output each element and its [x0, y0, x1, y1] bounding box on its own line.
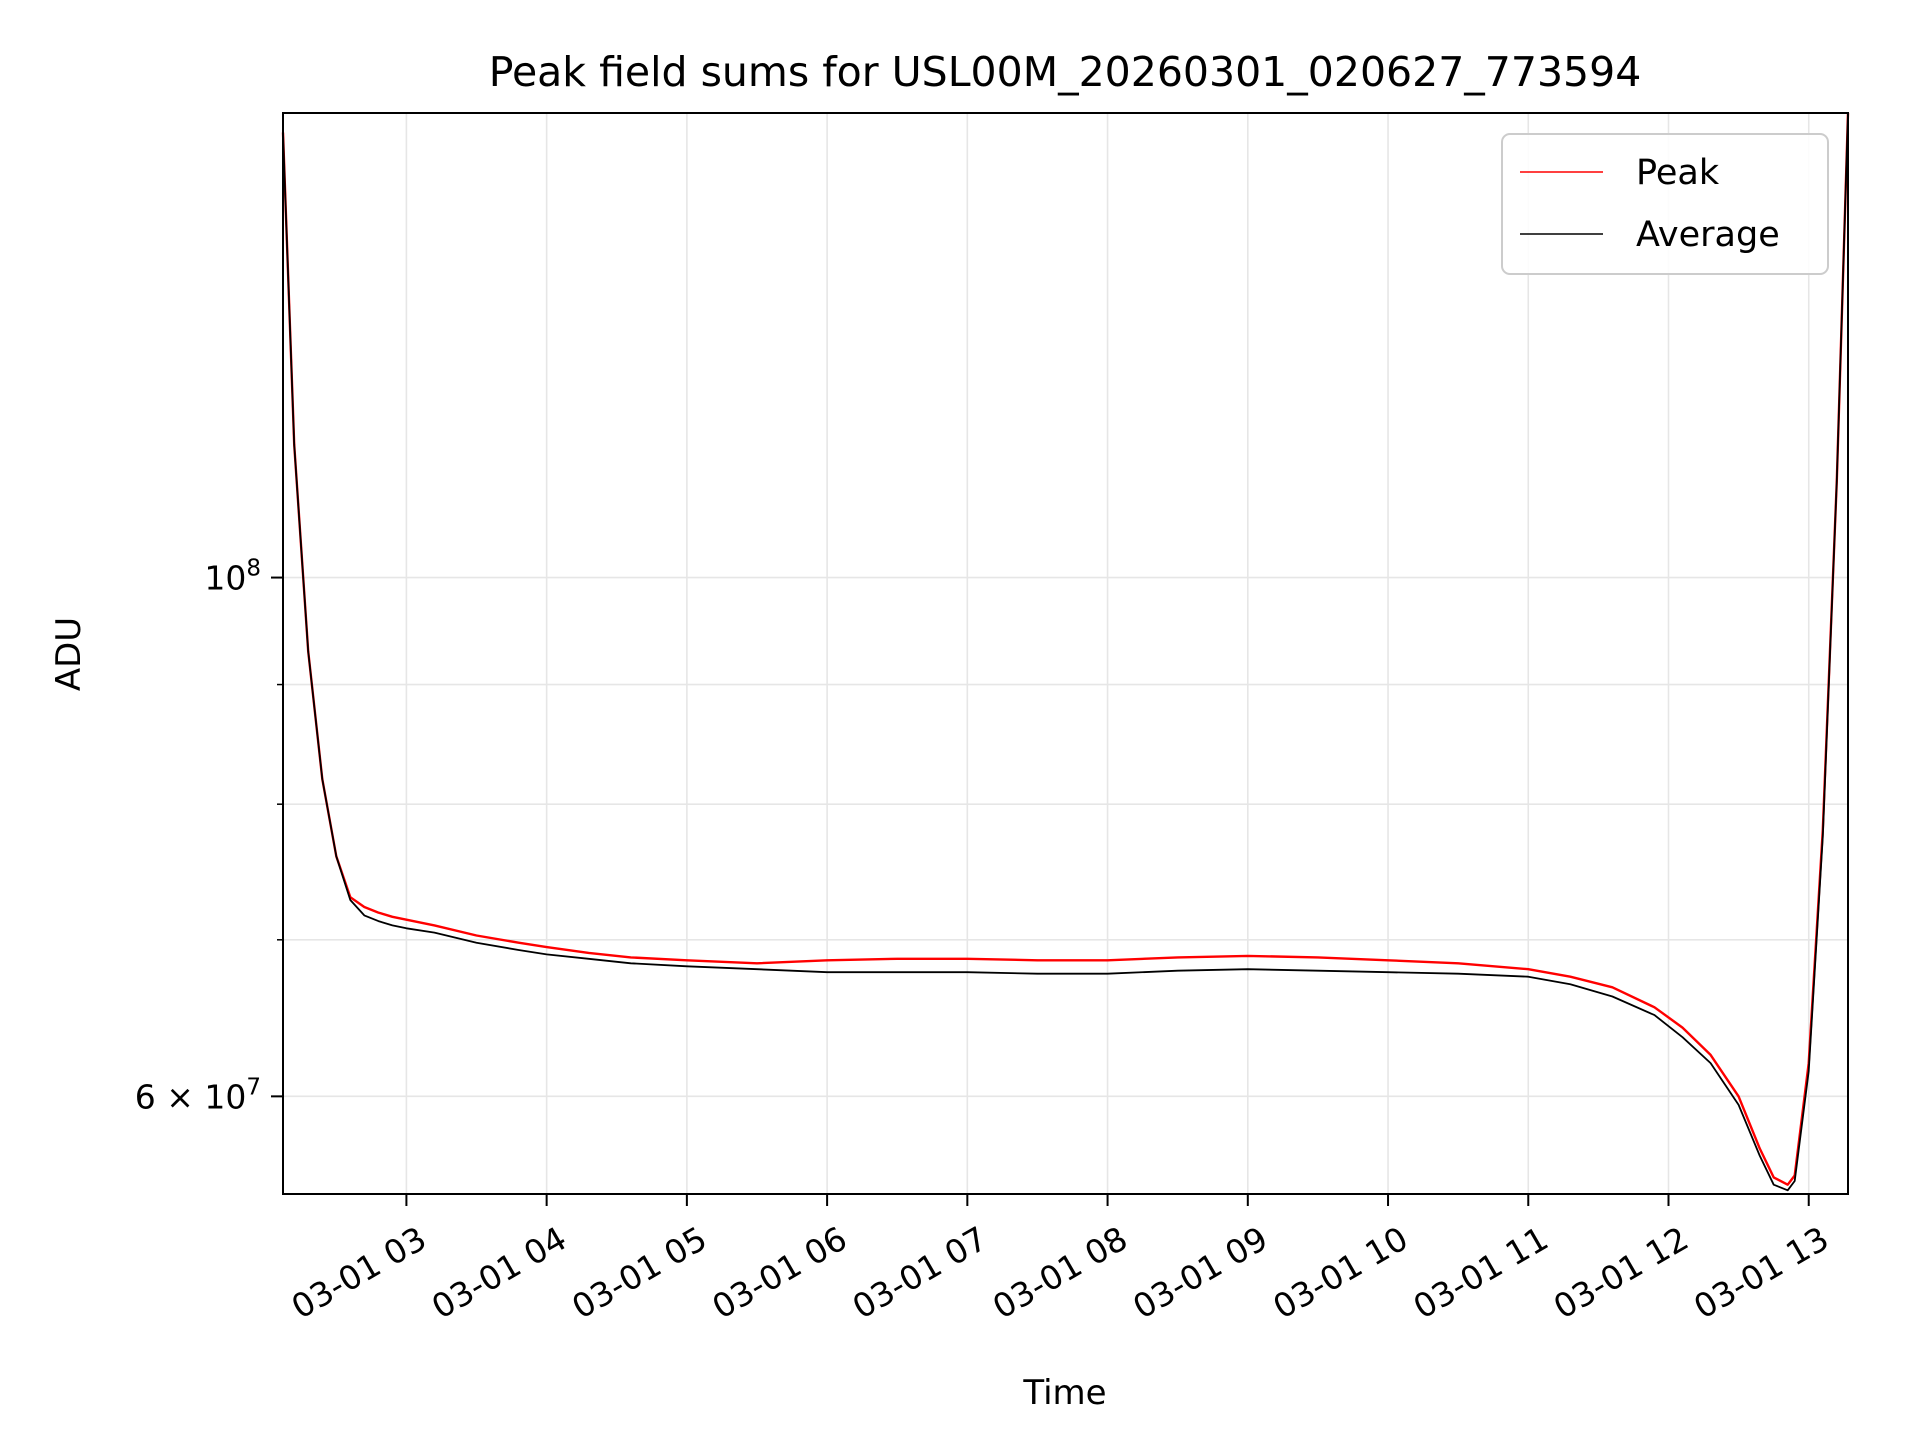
y-tick-label: 108 [204, 556, 261, 598]
y-axis-label: ADU [49, 617, 89, 691]
series-lines [281, 112, 1850, 1192]
series-line-peak [281, 112, 1850, 1186]
legend-peak-label: Peak [1636, 153, 1720, 193]
legend: Peak Average [1501, 133, 1829, 275]
legend-average-label: Average [1636, 215, 1780, 255]
y-tick-label: 6 × 107 [135, 1074, 261, 1116]
grid-lines [283, 113, 1848, 1194]
series-line-average [282, 112, 1849, 1192]
chart-title: Peak field sums for USL00M_20260301_0206… [489, 48, 1642, 96]
legend-box [1501, 133, 1829, 275]
plot-frame [282, 112, 1849, 1195]
x-axis-label: Time [1022, 1373, 1106, 1413]
